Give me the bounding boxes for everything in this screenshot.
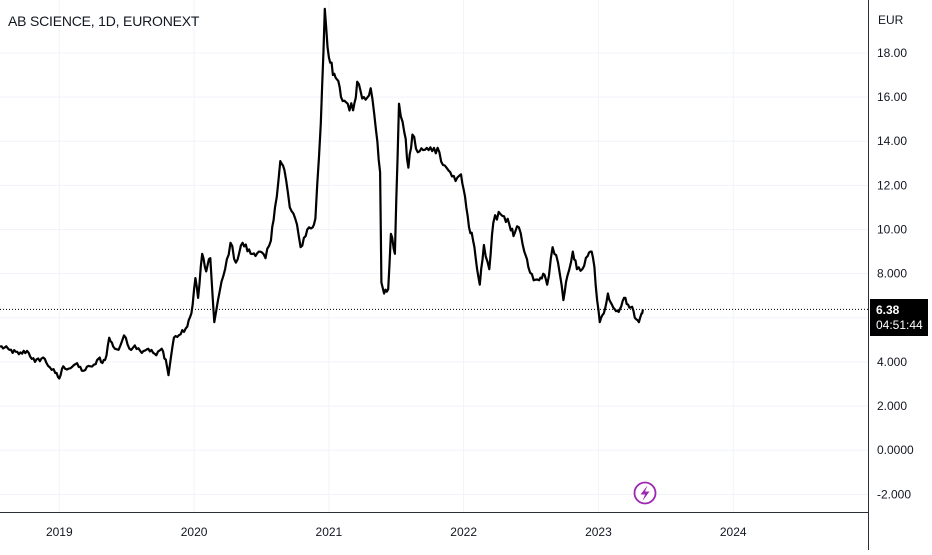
y-tick-label: 14.00	[877, 134, 907, 148]
x-tick-label: 2020	[181, 525, 208, 539]
y-tick-label: 18.00	[877, 46, 907, 60]
y-tick-label: 10.00	[877, 223, 907, 237]
x-tick-label: 2022	[450, 525, 477, 539]
y-tick-label: -2.000	[877, 487, 911, 501]
y-tick-label: 12.00	[877, 178, 907, 192]
lightning-icon-bolt	[640, 485, 650, 501]
x-tick-label: 2024	[720, 525, 747, 539]
last-price-value: 6.38	[876, 303, 900, 318]
chart-title[interactable]: AB SCIENCE, 1D, EURONEXT	[8, 13, 200, 29]
x-tick-label: 2019	[46, 525, 73, 539]
y-tick-label: 16.00	[877, 90, 907, 104]
last-price-badge: 6.38 04:51:44	[870, 299, 928, 337]
lightning-icon[interactable]	[633, 481, 657, 505]
series-layer	[0, 7, 868, 380]
axes	[0, 0, 869, 550]
x-tick-label: 2021	[316, 525, 343, 539]
bar-countdown: 04:51:44	[876, 318, 923, 333]
y-tick-label: 4.000	[877, 355, 907, 369]
x-tick-label: 2023	[585, 525, 612, 539]
y-tick-label: 8.000	[877, 267, 907, 281]
y-tick-label: 0.0000	[877, 443, 914, 457]
y-axis-labels: -2.0000.00002.0004.0006.0008.00010.0012.…	[877, 46, 914, 501]
y-tick-label: 2.000	[877, 399, 907, 413]
currency-label: EUR	[878, 13, 904, 27]
price-series-line	[0, 7, 644, 380]
grid	[0, 0, 868, 512]
x-axis-labels: 2019 2020 2021 2022 2023 2024	[46, 525, 747, 539]
